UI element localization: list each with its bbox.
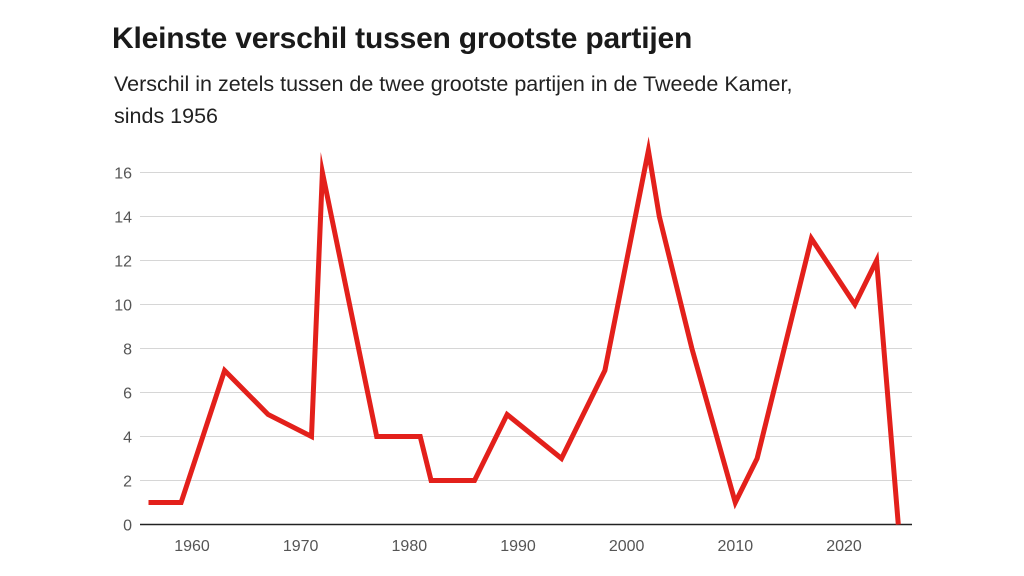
x-tick-label: 2010 xyxy=(718,538,754,555)
y-tick-label: 8 xyxy=(123,342,132,359)
y-tick-label: 2 xyxy=(123,474,132,491)
x-tick-label: 1990 xyxy=(500,538,536,555)
x-tick-label: 1980 xyxy=(392,538,428,555)
y-tick-label: 0 xyxy=(123,518,132,535)
x-tick-label: 2020 xyxy=(826,538,862,555)
x-tick-label: 2000 xyxy=(609,538,645,555)
y-tick-label: 16 xyxy=(114,166,132,183)
chart-title: Kleinste verschil tussen grootste partij… xyxy=(112,22,693,55)
y-tick-label: 10 xyxy=(114,298,132,315)
y-tick-label: 12 xyxy=(114,254,132,271)
x-tick-label: 1970 xyxy=(283,538,319,555)
y-tick-label: 6 xyxy=(123,386,132,403)
chart-subtitle: Verschil in zetels tussen de twee groots… xyxy=(114,72,793,128)
data-line xyxy=(148,136,901,525)
y-tick-label: 14 xyxy=(114,210,132,227)
x-tick-label: 1960 xyxy=(174,538,210,555)
y-tick-label: 4 xyxy=(123,430,132,447)
